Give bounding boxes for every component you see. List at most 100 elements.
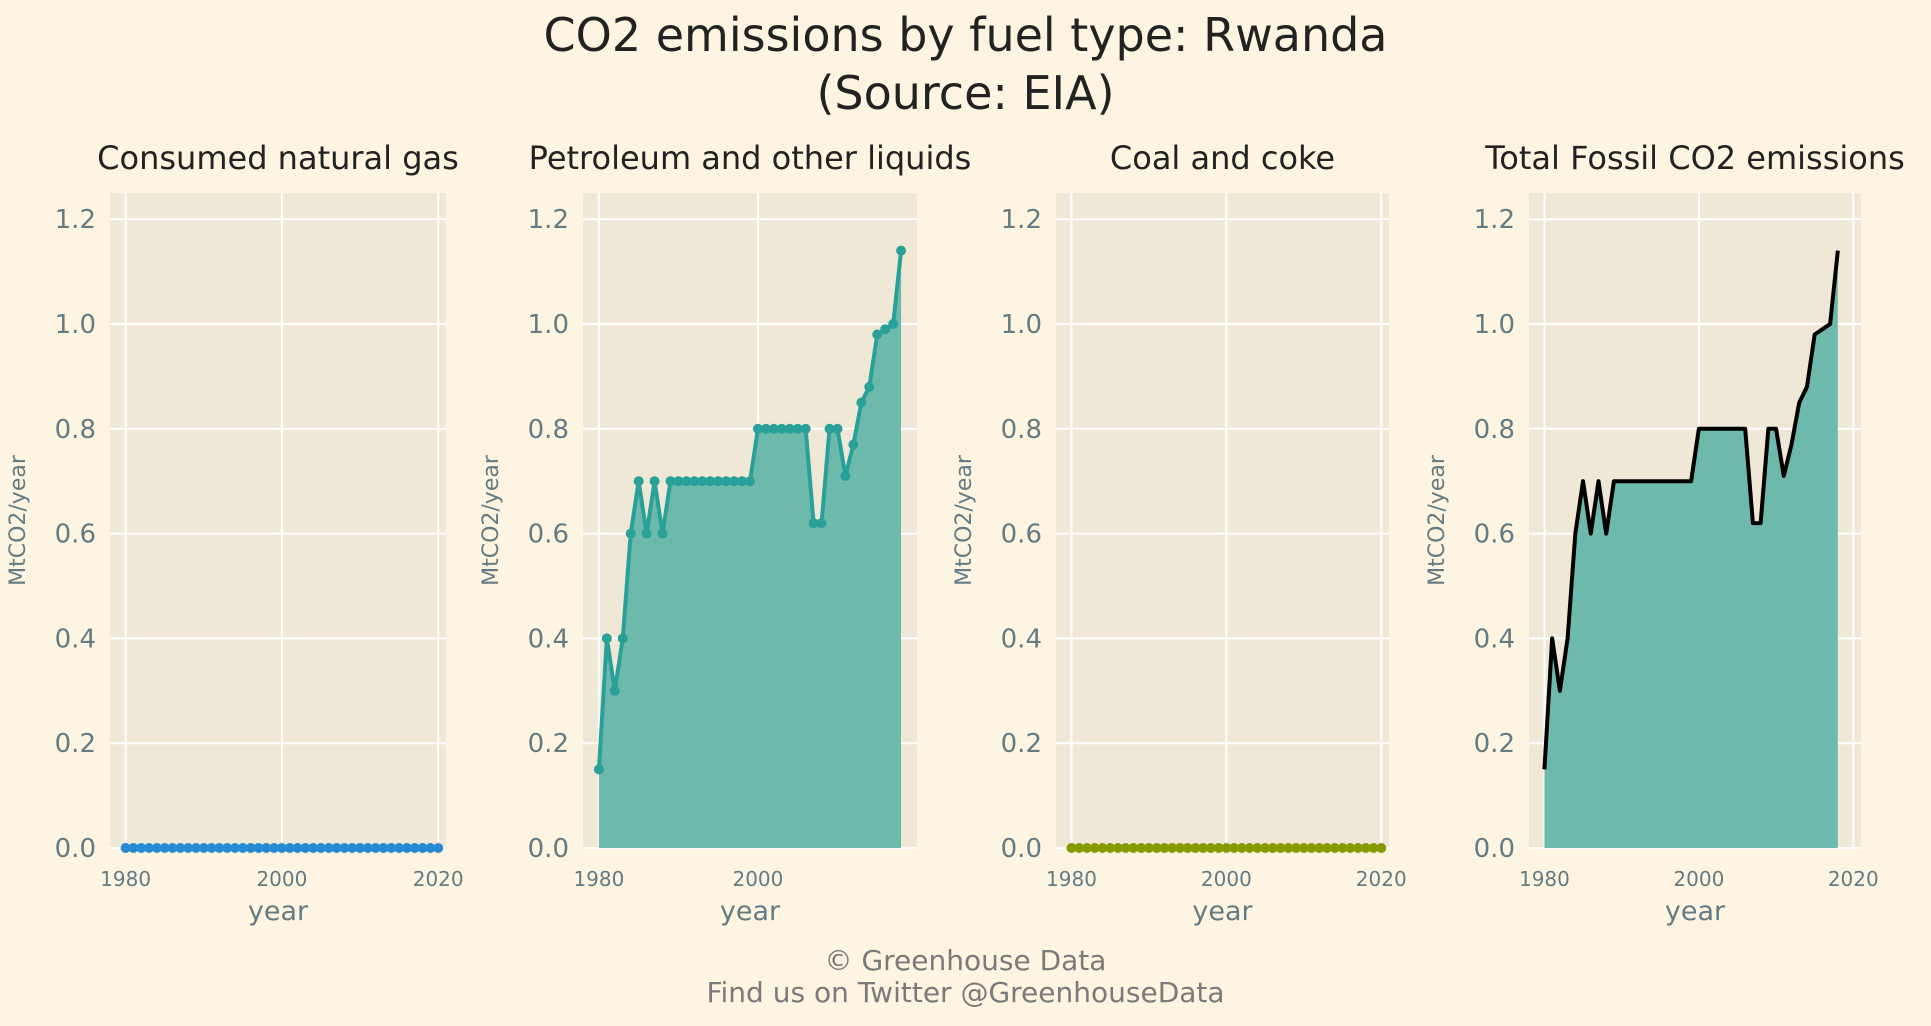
y-tick-label: 1.0 <box>1474 310 1515 340</box>
y-tick-label: 0.6 <box>528 520 569 550</box>
data-point <box>768 423 779 434</box>
data-point <box>1081 843 1092 853</box>
footer-copyright: © Greenhouse Data <box>824 944 1107 977</box>
panel-title: Total Fossil CO2 emissions <box>1484 139 1905 177</box>
data-point <box>237 843 248 853</box>
data-point <box>433 843 444 853</box>
data-point <box>609 685 620 696</box>
data-point <box>800 423 811 434</box>
data-point <box>222 843 233 853</box>
data-point <box>872 329 883 340</box>
data-point <box>347 843 358 853</box>
x-axis-label: year <box>720 896 781 927</box>
data-point <box>323 843 334 853</box>
data-point <box>1298 843 1309 853</box>
data-point <box>151 843 162 853</box>
data-point <box>206 843 217 853</box>
y-tick-label: 0.8 <box>1474 415 1515 445</box>
data-point <box>1345 843 1356 853</box>
data-point <box>1120 843 1131 853</box>
data-point <box>1337 843 1348 853</box>
data-point <box>1221 843 1232 853</box>
data-point <box>1314 843 1325 853</box>
y-tick-label: 1.0 <box>55 310 96 340</box>
y-axis-label: MtCO2/year <box>6 454 31 586</box>
panel-title: Consumed natural gas <box>97 139 459 177</box>
y-tick-label: 0.8 <box>1001 415 1042 445</box>
data-point <box>729 476 740 487</box>
data-point <box>1360 843 1371 853</box>
data-point <box>1260 843 1271 853</box>
data-point <box>1205 843 1216 853</box>
data-point <box>355 843 366 853</box>
data-point <box>657 528 668 539</box>
x-tick-label: 1980 <box>573 867 624 891</box>
data-point <box>198 843 209 853</box>
plot-area <box>1056 193 1389 848</box>
data-point <box>230 843 241 853</box>
data-point <box>1283 843 1294 853</box>
y-tick-label: 1.2 <box>55 205 96 235</box>
chart-panel-4: 0.0 0.2 0.4 0.6 0.8 1.0 1.2 1980 2000 2020 Total F… <box>1425 139 1905 927</box>
data-point <box>601 633 612 644</box>
x-tick-label: 2020 <box>413 867 464 891</box>
data-point <box>776 423 787 434</box>
y-tick-label: 0.2 <box>1001 729 1042 759</box>
data-point <box>840 470 851 481</box>
y-tick-label: 0.2 <box>1474 729 1515 759</box>
data-point <box>394 843 405 853</box>
data-point <box>253 843 264 853</box>
data-point <box>1229 843 1240 853</box>
data-point <box>1105 843 1116 853</box>
panel-title: Petroleum and other liquids <box>529 139 972 177</box>
data-point <box>183 843 194 853</box>
series-line <box>1542 250 1840 770</box>
y-tick-label: 1.2 <box>1474 205 1515 235</box>
data-point <box>633 476 644 487</box>
chart-panel-1: 0.0 0.2 0.4 0.6 0.8 1.0 1.2 1980 2000 2020 Consume… <box>6 139 464 927</box>
data-point <box>1291 843 1302 853</box>
data-point <box>721 476 732 487</box>
chart-title-line-1: CO2 emissions by fuel type: Rwanda <box>543 8 1388 62</box>
data-point <box>1190 843 1201 853</box>
data-point <box>896 245 907 256</box>
y-tick-label: 1.2 <box>528 205 569 235</box>
data-point <box>848 439 859 450</box>
data-point <box>308 843 319 853</box>
data-point <box>1174 843 1185 853</box>
data-point <box>409 843 420 853</box>
data-point <box>1128 843 1139 853</box>
panel-title: Coal and coke <box>1110 139 1335 177</box>
y-tick-label: 0.4 <box>55 624 96 654</box>
data-point <box>292 843 303 853</box>
data-point <box>745 476 755 487</box>
data-point <box>816 518 827 529</box>
y-tick-label: 1.0 <box>528 310 569 340</box>
data-point <box>1089 843 1100 853</box>
data-point <box>713 476 724 487</box>
y-tick-label: 0.4 <box>1474 624 1515 654</box>
data-point <box>339 843 350 853</box>
footer-twitter: Find us on Twitter @GreenhouseData <box>706 976 1225 1009</box>
data-point <box>425 843 436 853</box>
data-point <box>144 843 155 853</box>
x-tick-label: 2020 <box>1828 867 1879 891</box>
data-point <box>1252 843 1263 853</box>
data-point <box>681 476 692 487</box>
y-tick-label: 0.0 <box>1474 834 1515 864</box>
data-point <box>617 633 628 644</box>
data-point <box>370 843 381 853</box>
data-point <box>1376 843 1387 853</box>
data-point <box>120 843 131 853</box>
data-point <box>1167 843 1178 853</box>
data-point <box>1136 843 1147 853</box>
data-point <box>832 423 843 434</box>
data-point <box>386 843 397 853</box>
data-point <box>1275 843 1286 853</box>
data-point <box>269 843 280 853</box>
data-point <box>649 476 660 487</box>
data-point <box>175 843 186 853</box>
data-point <box>214 843 225 853</box>
